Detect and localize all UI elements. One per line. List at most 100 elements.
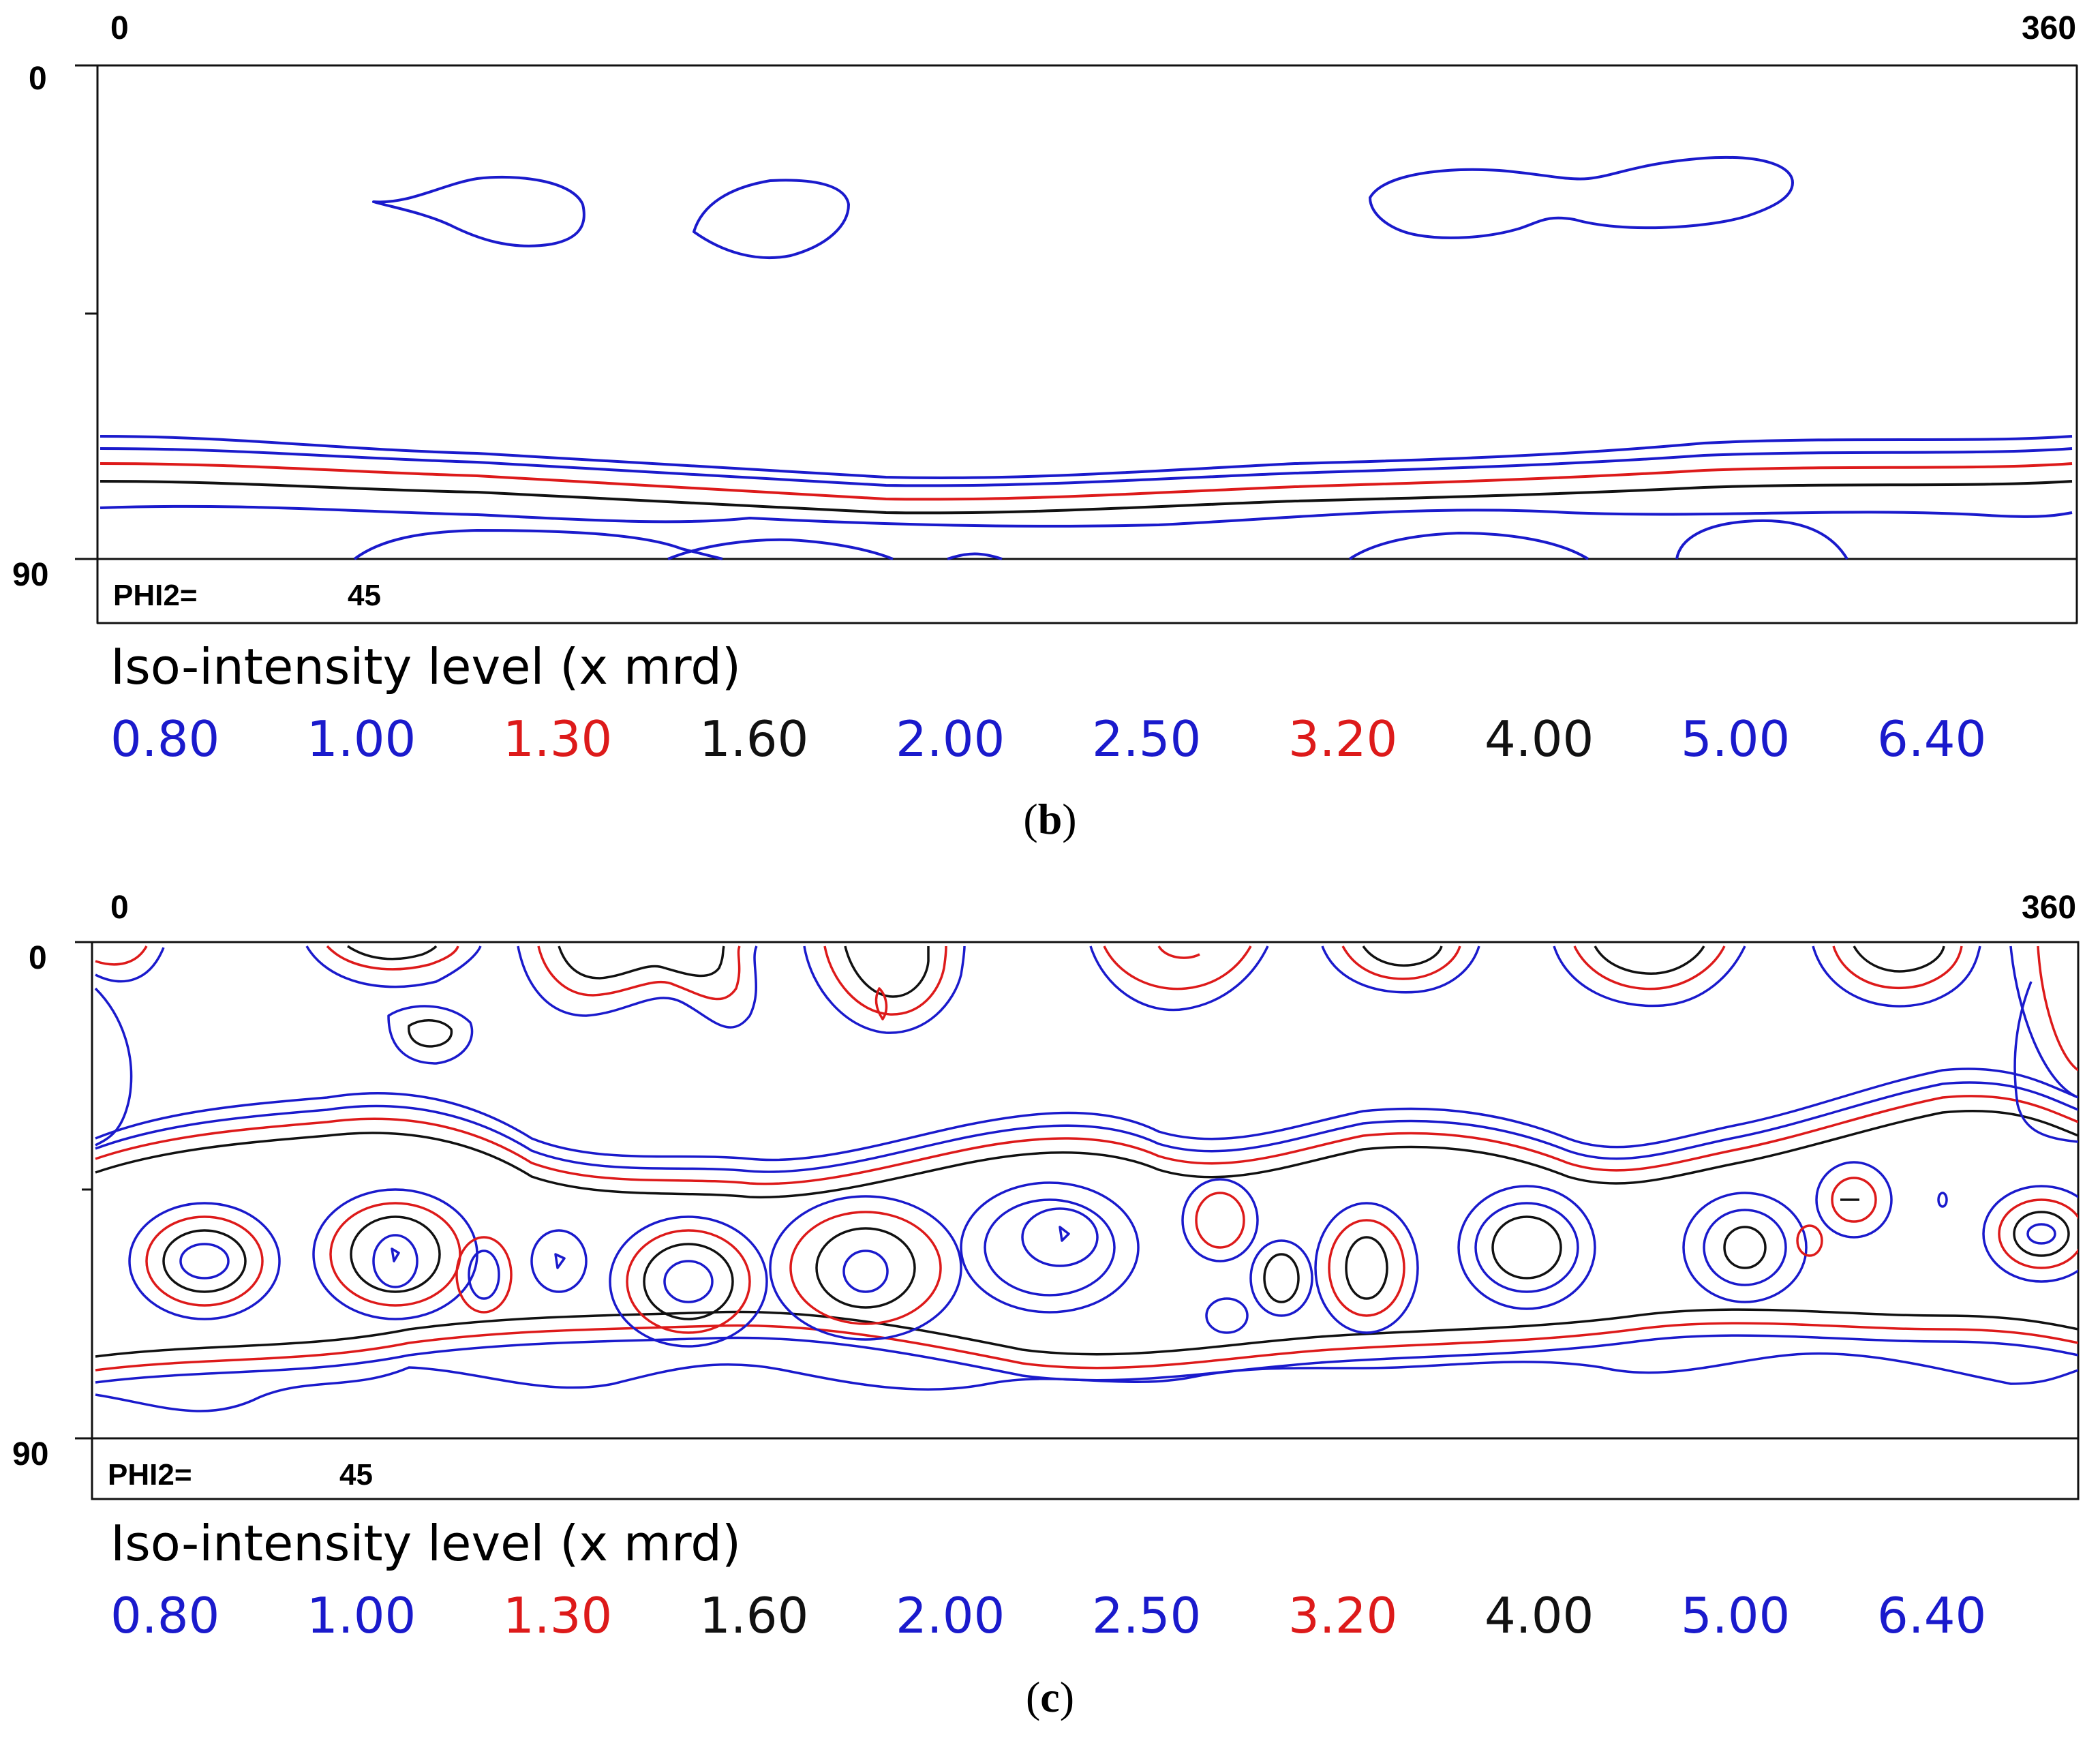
contour-band <box>100 480 2073 515</box>
legend-level-value: 0.80 <box>110 710 220 768</box>
ring-cluster <box>1682 1192 1808 1303</box>
ring-cluster <box>1982 1185 2078 1283</box>
x-axis-max-label: 360 <box>2022 10 2077 46</box>
ring-cluster <box>455 1236 513 1314</box>
legend-level-value: 4.00 <box>1485 1587 1594 1644</box>
y-axis-min-label: 0 <box>29 61 47 97</box>
ring-cluster <box>1457 1185 1596 1310</box>
contour-island <box>693 179 850 260</box>
x-axis-min-label: 0 <box>110 10 129 46</box>
contour-lobe <box>1103 945 1252 990</box>
contour-bump <box>1348 532 1589 560</box>
contour-bump <box>947 552 1003 560</box>
contour-bump <box>1675 519 1848 560</box>
legend-level-value: 1.30 <box>503 710 613 768</box>
contour-lobe <box>1362 945 1443 967</box>
ring-cluster <box>128 1202 281 1320</box>
odf-panel-b: 0 360 0 90 PHI2= <box>0 0 2100 866</box>
contour-island <box>94 987 133 1147</box>
x-axis-min-label: 0 <box>110 890 129 926</box>
legend-level-value: 1.00 <box>307 1587 416 1644</box>
legend-level-value: 0.80 <box>110 1587 220 1644</box>
legend-title: Iso-intensity level (x mrd) <box>110 1515 742 1572</box>
ring-cluster <box>960 1181 1140 1314</box>
contour-band <box>95 1081 2078 1173</box>
legend-levels-c: 0.80 1.00 1.30 1.60 2.00 2.50 3.20 4.00 5.00 6.40 <box>110 1591 2087 1646</box>
contour-lobe <box>1089 945 1269 1012</box>
contour-plot-c <box>75 941 2080 1500</box>
contour-lobe <box>2009 945 2078 1099</box>
contour-band <box>95 1352 2078 1412</box>
contour-lobe <box>347 945 438 960</box>
contour-bump <box>353 529 723 560</box>
legend-level-value: 1.30 <box>503 1587 613 1644</box>
contour-band <box>95 1308 2078 1358</box>
contour-band <box>95 1068 2078 1162</box>
contour-lobe <box>1832 945 1963 990</box>
legend-level-value: 5.00 <box>1681 1587 1791 1644</box>
section-value: 45 <box>348 579 381 612</box>
legend-title: Iso-intensity level (x mrd) <box>110 638 742 695</box>
contour-band <box>95 1322 2078 1372</box>
contour-lobe <box>1573 945 1726 990</box>
section-label: PHI2= <box>113 579 198 612</box>
contour-lobe <box>874 987 888 1020</box>
plot-frame <box>91 941 2080 1500</box>
legend-level-value: 6.40 <box>1877 1587 1987 1644</box>
legend-level-value: 3.20 <box>1288 710 1398 768</box>
contour-lobe <box>1157 945 1200 959</box>
contour-lobe <box>95 947 165 983</box>
contour-band <box>100 447 2073 487</box>
contour-band <box>95 1095 2078 1185</box>
contour-lobe <box>1321 945 1480 994</box>
contour-lobe <box>1341 945 1461 980</box>
contour-lobe <box>517 945 758 1029</box>
y-axis-max-label: 90 <box>12 557 49 593</box>
contour-lobe <box>537 945 741 1001</box>
contour-island <box>408 1019 453 1048</box>
y-axis-max-label: 90 <box>12 1436 49 1472</box>
legend-level-value: 2.00 <box>896 1587 1005 1644</box>
contour-island <box>1369 155 1794 239</box>
contour-lobe <box>1594 945 1705 975</box>
legend-level-value: 4.00 <box>1485 710 1594 768</box>
section-value: 45 <box>339 1458 373 1492</box>
ring-cluster <box>769 1195 962 1341</box>
plot-frame <box>96 64 2078 624</box>
contour-band <box>95 1109 2078 1199</box>
legend-level-value: 3.20 <box>1288 1587 1398 1644</box>
contour-lobe <box>1812 945 1981 1008</box>
legend-level-value: 6.40 <box>1877 710 1987 768</box>
contour-bump <box>667 538 894 560</box>
ring-cluster <box>1314 1202 1419 1334</box>
contour-lobe <box>2037 945 2078 1072</box>
contour-lobe <box>305 945 482 988</box>
ring-cluster <box>609 1215 768 1348</box>
panel-caption: (b) <box>1023 795 1077 843</box>
y-axis-min-label: 0 <box>29 940 47 976</box>
contour-island <box>372 175 585 247</box>
legend-level-value: 2.00 <box>896 710 1005 768</box>
contour-band <box>100 462 2073 501</box>
panel-caption: (c) <box>1025 1673 1075 1721</box>
ring-cluster <box>312 1188 478 1320</box>
legend-level-value: 2.50 <box>1092 1587 1202 1644</box>
contour-lobe <box>1553 945 1746 1008</box>
odf-panel-c: 0 360 0 90 <box>0 879 2100 1741</box>
legend-level-value: 1.60 <box>699 710 809 768</box>
legend-level-value: 1.00 <box>307 710 416 768</box>
ring-cluster <box>1181 1178 1313 1334</box>
contour-band <box>100 504 2073 528</box>
contour-island <box>387 1005 474 1065</box>
contour-band <box>100 435 2073 479</box>
x-axis-max-label: 360 <box>2022 890 2077 926</box>
contour-lobe <box>844 945 930 998</box>
contour-lobe <box>558 945 725 980</box>
legend-level-value: 2.50 <box>1092 710 1202 768</box>
section-label: PHI2= <box>108 1458 192 1492</box>
legend-levels-b: 0.80 1.00 1.30 1.60 2.00 2.50 3.20 4.00 5.00 6.40 <box>110 714 2087 769</box>
contour-band <box>95 1334 2078 1384</box>
ring-cluster <box>530 1229 588 1293</box>
legend-level-value: 5.00 <box>1681 710 1791 768</box>
contour-island <box>2013 981 2078 1143</box>
